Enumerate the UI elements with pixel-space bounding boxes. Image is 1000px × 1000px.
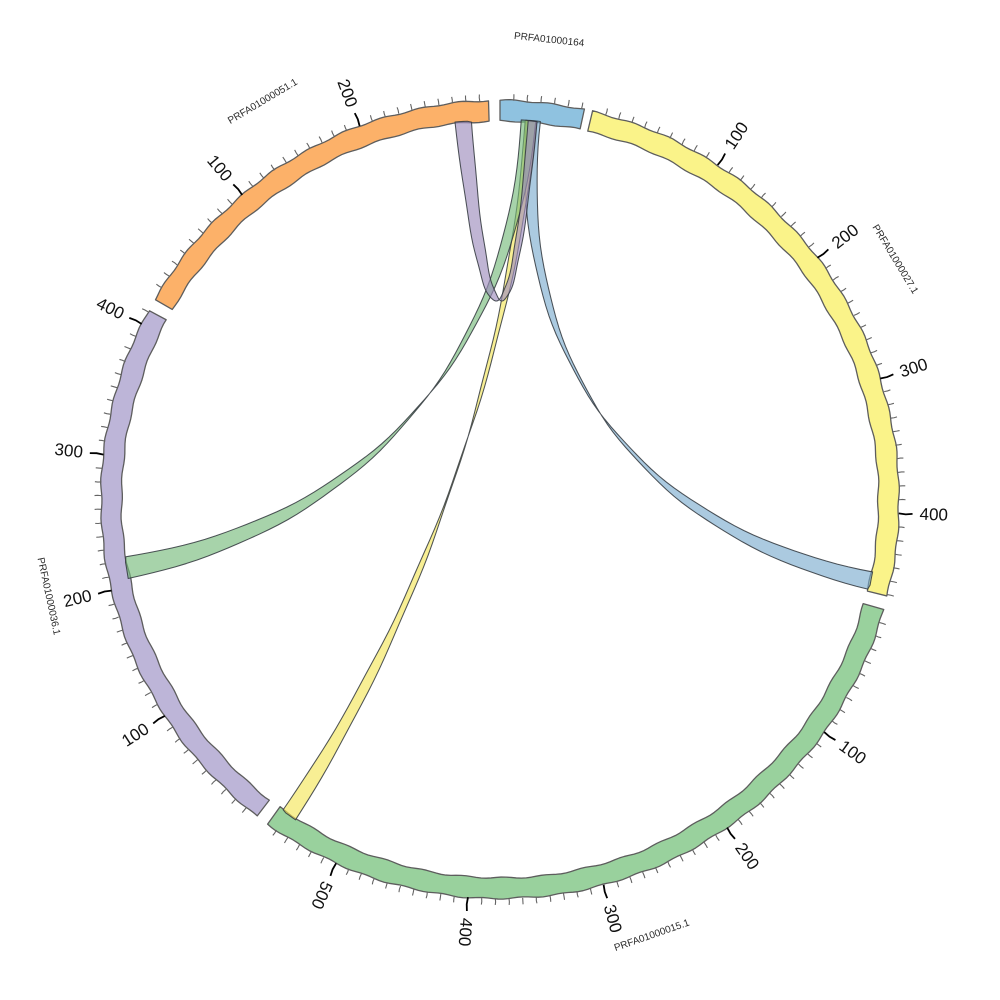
svg-text:400: 400 — [455, 917, 476, 947]
svg-text:300: 300 — [54, 440, 84, 462]
svg-text:400: 400 — [919, 505, 948, 525]
